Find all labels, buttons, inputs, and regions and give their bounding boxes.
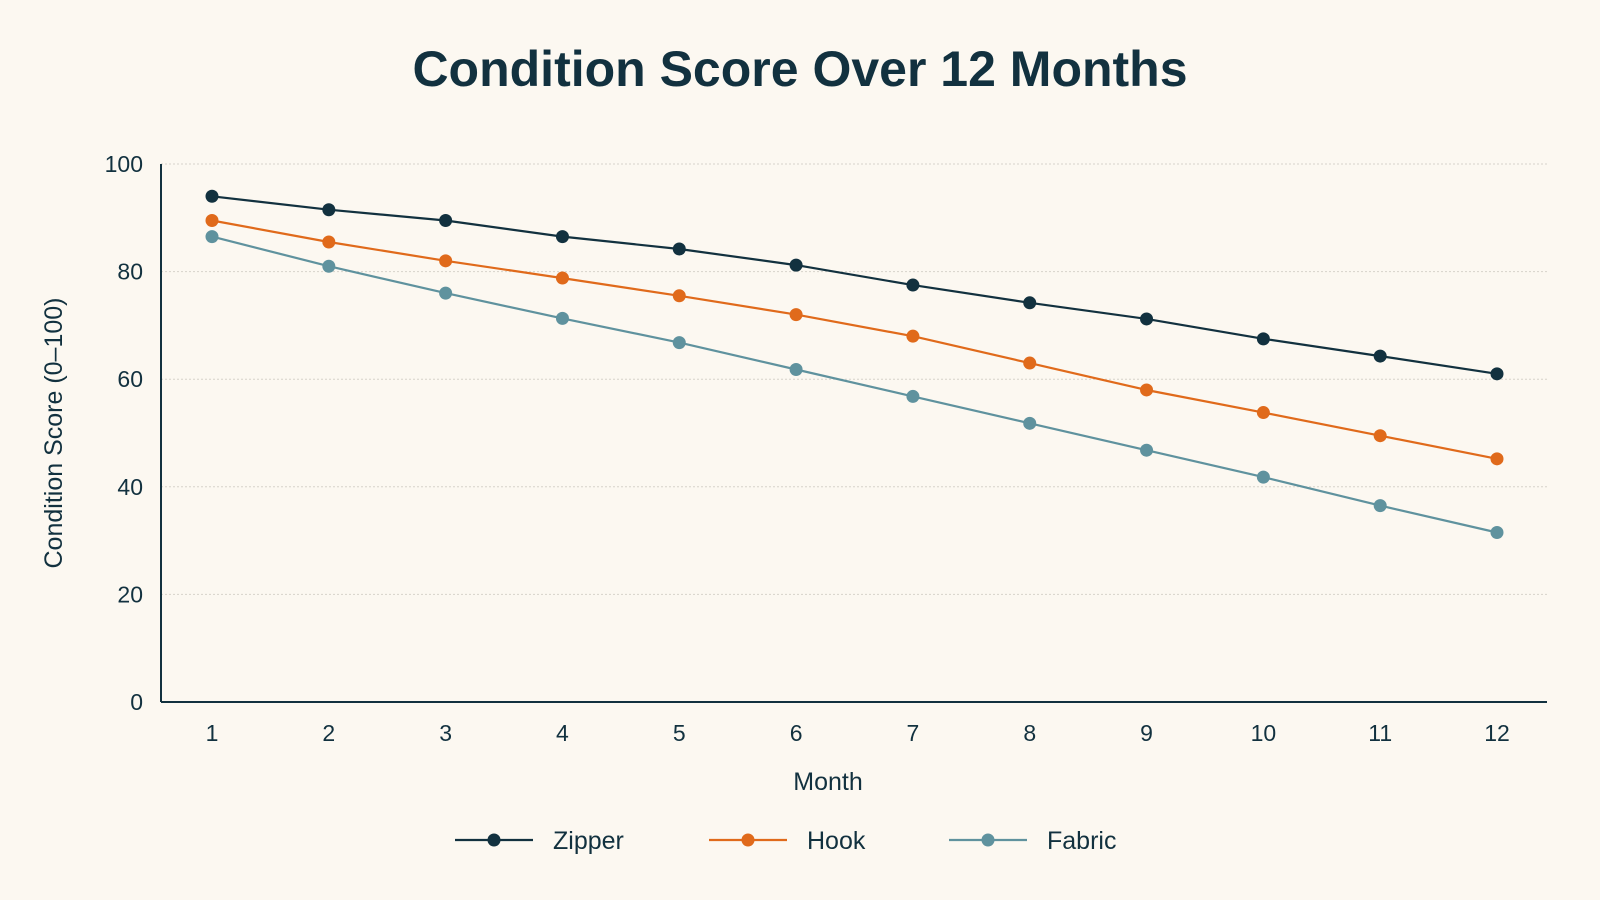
data-point-fabric-7 [906, 389, 920, 403]
data-point-zipper-11 [1373, 349, 1387, 363]
legend-item-zipper: Zipper [455, 827, 624, 855]
data-point-hook-9 [1140, 383, 1154, 397]
data-point-hook-12 [1490, 452, 1504, 466]
series-hook [205, 213, 1504, 466]
data-point-hook-11 [1373, 429, 1387, 443]
x-tick-label-5: 5 [673, 720, 686, 746]
legend-label-hook: Hook [807, 827, 866, 855]
data-point-hook-6 [789, 308, 803, 322]
legend-label-fabric: Fabric [1047, 827, 1116, 855]
x-tick-label-3: 3 [439, 720, 452, 746]
legend-marker-zipper [487, 833, 501, 847]
data-point-fabric-8 [1023, 416, 1037, 430]
y-tick-label-80: 80 [117, 259, 143, 285]
data-point-fabric-5 [672, 336, 686, 350]
y-tick-label-40: 40 [117, 474, 143, 500]
data-point-hook-7 [906, 329, 920, 343]
data-point-fabric-12 [1490, 526, 1504, 540]
y-tick-label-20: 20 [117, 581, 143, 607]
data-point-zipper-12 [1490, 367, 1504, 381]
data-point-zipper-4 [555, 230, 569, 244]
x-tick-label-9: 9 [1140, 720, 1153, 746]
x-tick-label-11: 11 [1368, 720, 1392, 746]
series-line-hook [211, 219, 1498, 460]
x-tick-label-4: 4 [556, 720, 569, 746]
x-tick-label-2: 2 [322, 720, 335, 746]
x-tick-label-7: 7 [907, 720, 920, 746]
y-tick-label-100: 100 [105, 151, 143, 177]
data-point-hook-1 [205, 213, 219, 227]
data-point-zipper-1 [205, 189, 219, 203]
data-point-zipper-5 [672, 242, 686, 256]
data-point-fabric-11 [1373, 499, 1387, 513]
y-axis-label: Condition Score (0–100) [40, 298, 68, 569]
data-point-zipper-7 [906, 278, 920, 292]
series-line-fabric [211, 235, 1498, 534]
data-point-fabric-9 [1140, 443, 1154, 457]
legend: Zipper Hook Fabric [455, 827, 1116, 855]
data-point-fabric-2 [322, 259, 336, 273]
x-tick-label-6: 6 [790, 720, 803, 746]
legend-item-hook: Hook [709, 827, 866, 855]
y-tick-label-0: 0 [130, 689, 143, 715]
series-line-zipper [211, 195, 1498, 375]
data-point-hook-8 [1023, 356, 1037, 370]
data-point-zipper-8 [1023, 296, 1037, 310]
legend-label-zipper: Zipper [553, 827, 624, 855]
grid-lines [161, 163, 1547, 595]
data-point-hook-5 [672, 289, 686, 303]
data-series [205, 189, 1504, 540]
data-point-zipper-6 [789, 258, 803, 272]
data-point-zipper-10 [1256, 332, 1270, 346]
x-tick-label-10: 10 [1251, 720, 1277, 746]
data-point-zipper-9 [1140, 312, 1154, 326]
data-point-fabric-3 [439, 286, 453, 300]
series-fabric [205, 230, 1504, 540]
data-point-fabric-10 [1256, 470, 1270, 484]
data-point-hook-10 [1256, 406, 1270, 420]
data-point-zipper-3 [439, 213, 453, 227]
data-point-fabric-4 [555, 311, 569, 325]
legend-marker-fabric [981, 833, 995, 847]
chart-title: Condition Score Over 12 Months [412, 41, 1188, 97]
data-point-hook-2 [322, 235, 336, 249]
data-point-fabric-6 [789, 363, 803, 377]
data-point-zipper-2 [322, 203, 336, 217]
y-tick-label-60: 60 [117, 366, 143, 392]
x-axis-label: Month [793, 768, 862, 796]
data-point-hook-4 [555, 271, 569, 285]
series-zipper [205, 189, 1504, 381]
data-point-hook-3 [439, 254, 453, 268]
x-tick-label-1: 1 [206, 720, 219, 746]
x-tick-label-12: 12 [1484, 720, 1510, 746]
x-tick-label-8: 8 [1023, 720, 1036, 746]
legend-item-fabric: Fabric [949, 827, 1116, 855]
data-point-fabric-1 [205, 230, 219, 244]
legend-marker-hook [741, 833, 755, 847]
